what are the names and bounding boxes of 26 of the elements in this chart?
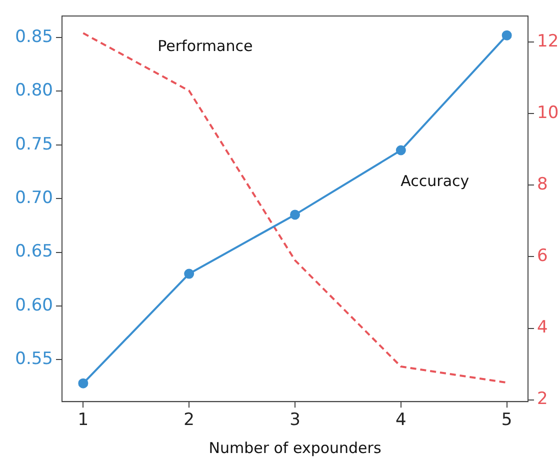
y2-tick-label: 10 (537, 103, 559, 124)
x-tick-label: 5 (501, 410, 512, 430)
y-tick-label: 0.55 (15, 349, 53, 370)
point (290, 210, 300, 220)
point (78, 378, 88, 388)
y2-tick-label: 6 (537, 246, 548, 266)
y-tick-label: 0.60 (15, 295, 53, 316)
y2-tick-label: 4 (537, 318, 548, 338)
y-tick-label: 0.80 (15, 80, 53, 101)
point (502, 30, 512, 40)
series-label: Performance (158, 37, 253, 56)
y2-tick-label: 12 (537, 32, 559, 52)
y2-tick-label: 2 (537, 389, 548, 410)
x-tick-label: 1 (78, 410, 89, 430)
x-tick-label: 3 (290, 410, 300, 430)
y-tick-label: 0.70 (15, 188, 53, 208)
y-tick-label: 0.65 (15, 242, 53, 262)
point (184, 268, 194, 279)
x-axis-title: Number of expounders (208, 438, 382, 457)
y-tick-label: 0.85 (15, 26, 53, 47)
y2-tick-label: 8 (537, 174, 548, 195)
series-label: Accuracy (400, 172, 470, 190)
x-tick-label: 4 (395, 410, 406, 430)
point (396, 145, 406, 156)
y-tick-label: 0.75 (15, 134, 53, 154)
x-tick-label: 2 (184, 410, 195, 430)
